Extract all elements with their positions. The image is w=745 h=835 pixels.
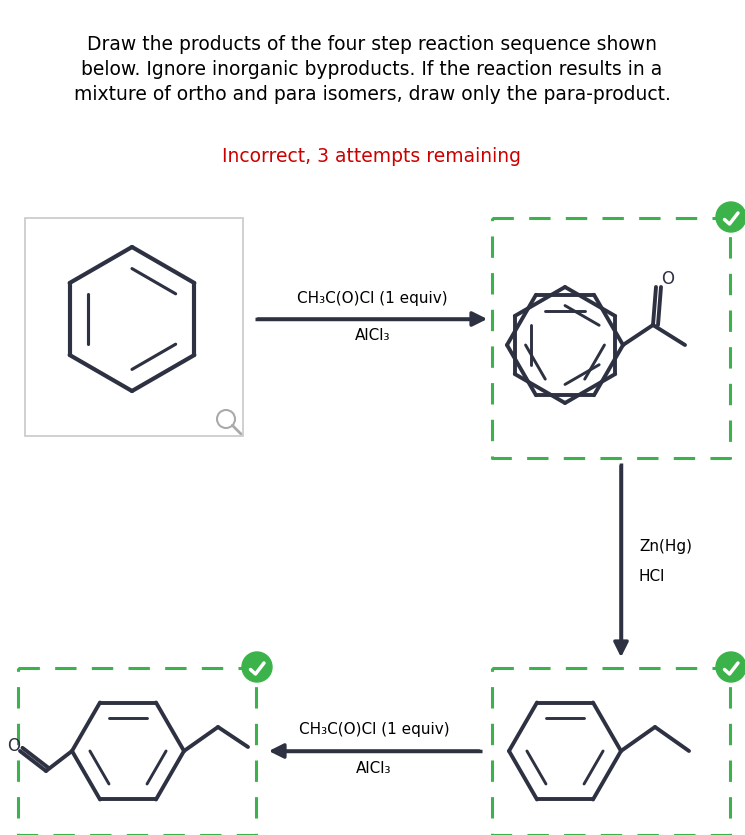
Text: Incorrect, 3 attempts remaining: Incorrect, 3 attempts remaining xyxy=(223,147,522,166)
Text: mixture of ortho and para isomers, draw only the para-product.: mixture of ortho and para isomers, draw … xyxy=(74,85,670,104)
Text: AlCl₃: AlCl₃ xyxy=(355,328,390,343)
Text: Draw the products of the four step reaction sequence shown: Draw the products of the four step react… xyxy=(87,35,657,54)
FancyBboxPatch shape xyxy=(25,218,243,436)
Circle shape xyxy=(716,202,745,232)
Text: AlCl₃: AlCl₃ xyxy=(356,761,392,776)
Text: Zn(Hg): Zn(Hg) xyxy=(639,539,692,554)
Text: below. Ignore inorganic byproducts. If the reaction results in a: below. Ignore inorganic byproducts. If t… xyxy=(81,60,662,79)
Circle shape xyxy=(242,652,272,682)
Text: CH₃C(O)Cl (1 equiv): CH₃C(O)Cl (1 equiv) xyxy=(297,291,448,306)
Text: HCl: HCl xyxy=(639,569,665,584)
Text: CH₃C(O)Cl (1 equiv): CH₃C(O)Cl (1 equiv) xyxy=(299,722,449,737)
Circle shape xyxy=(716,652,745,682)
Text: O: O xyxy=(661,270,674,288)
Text: O: O xyxy=(7,737,21,755)
